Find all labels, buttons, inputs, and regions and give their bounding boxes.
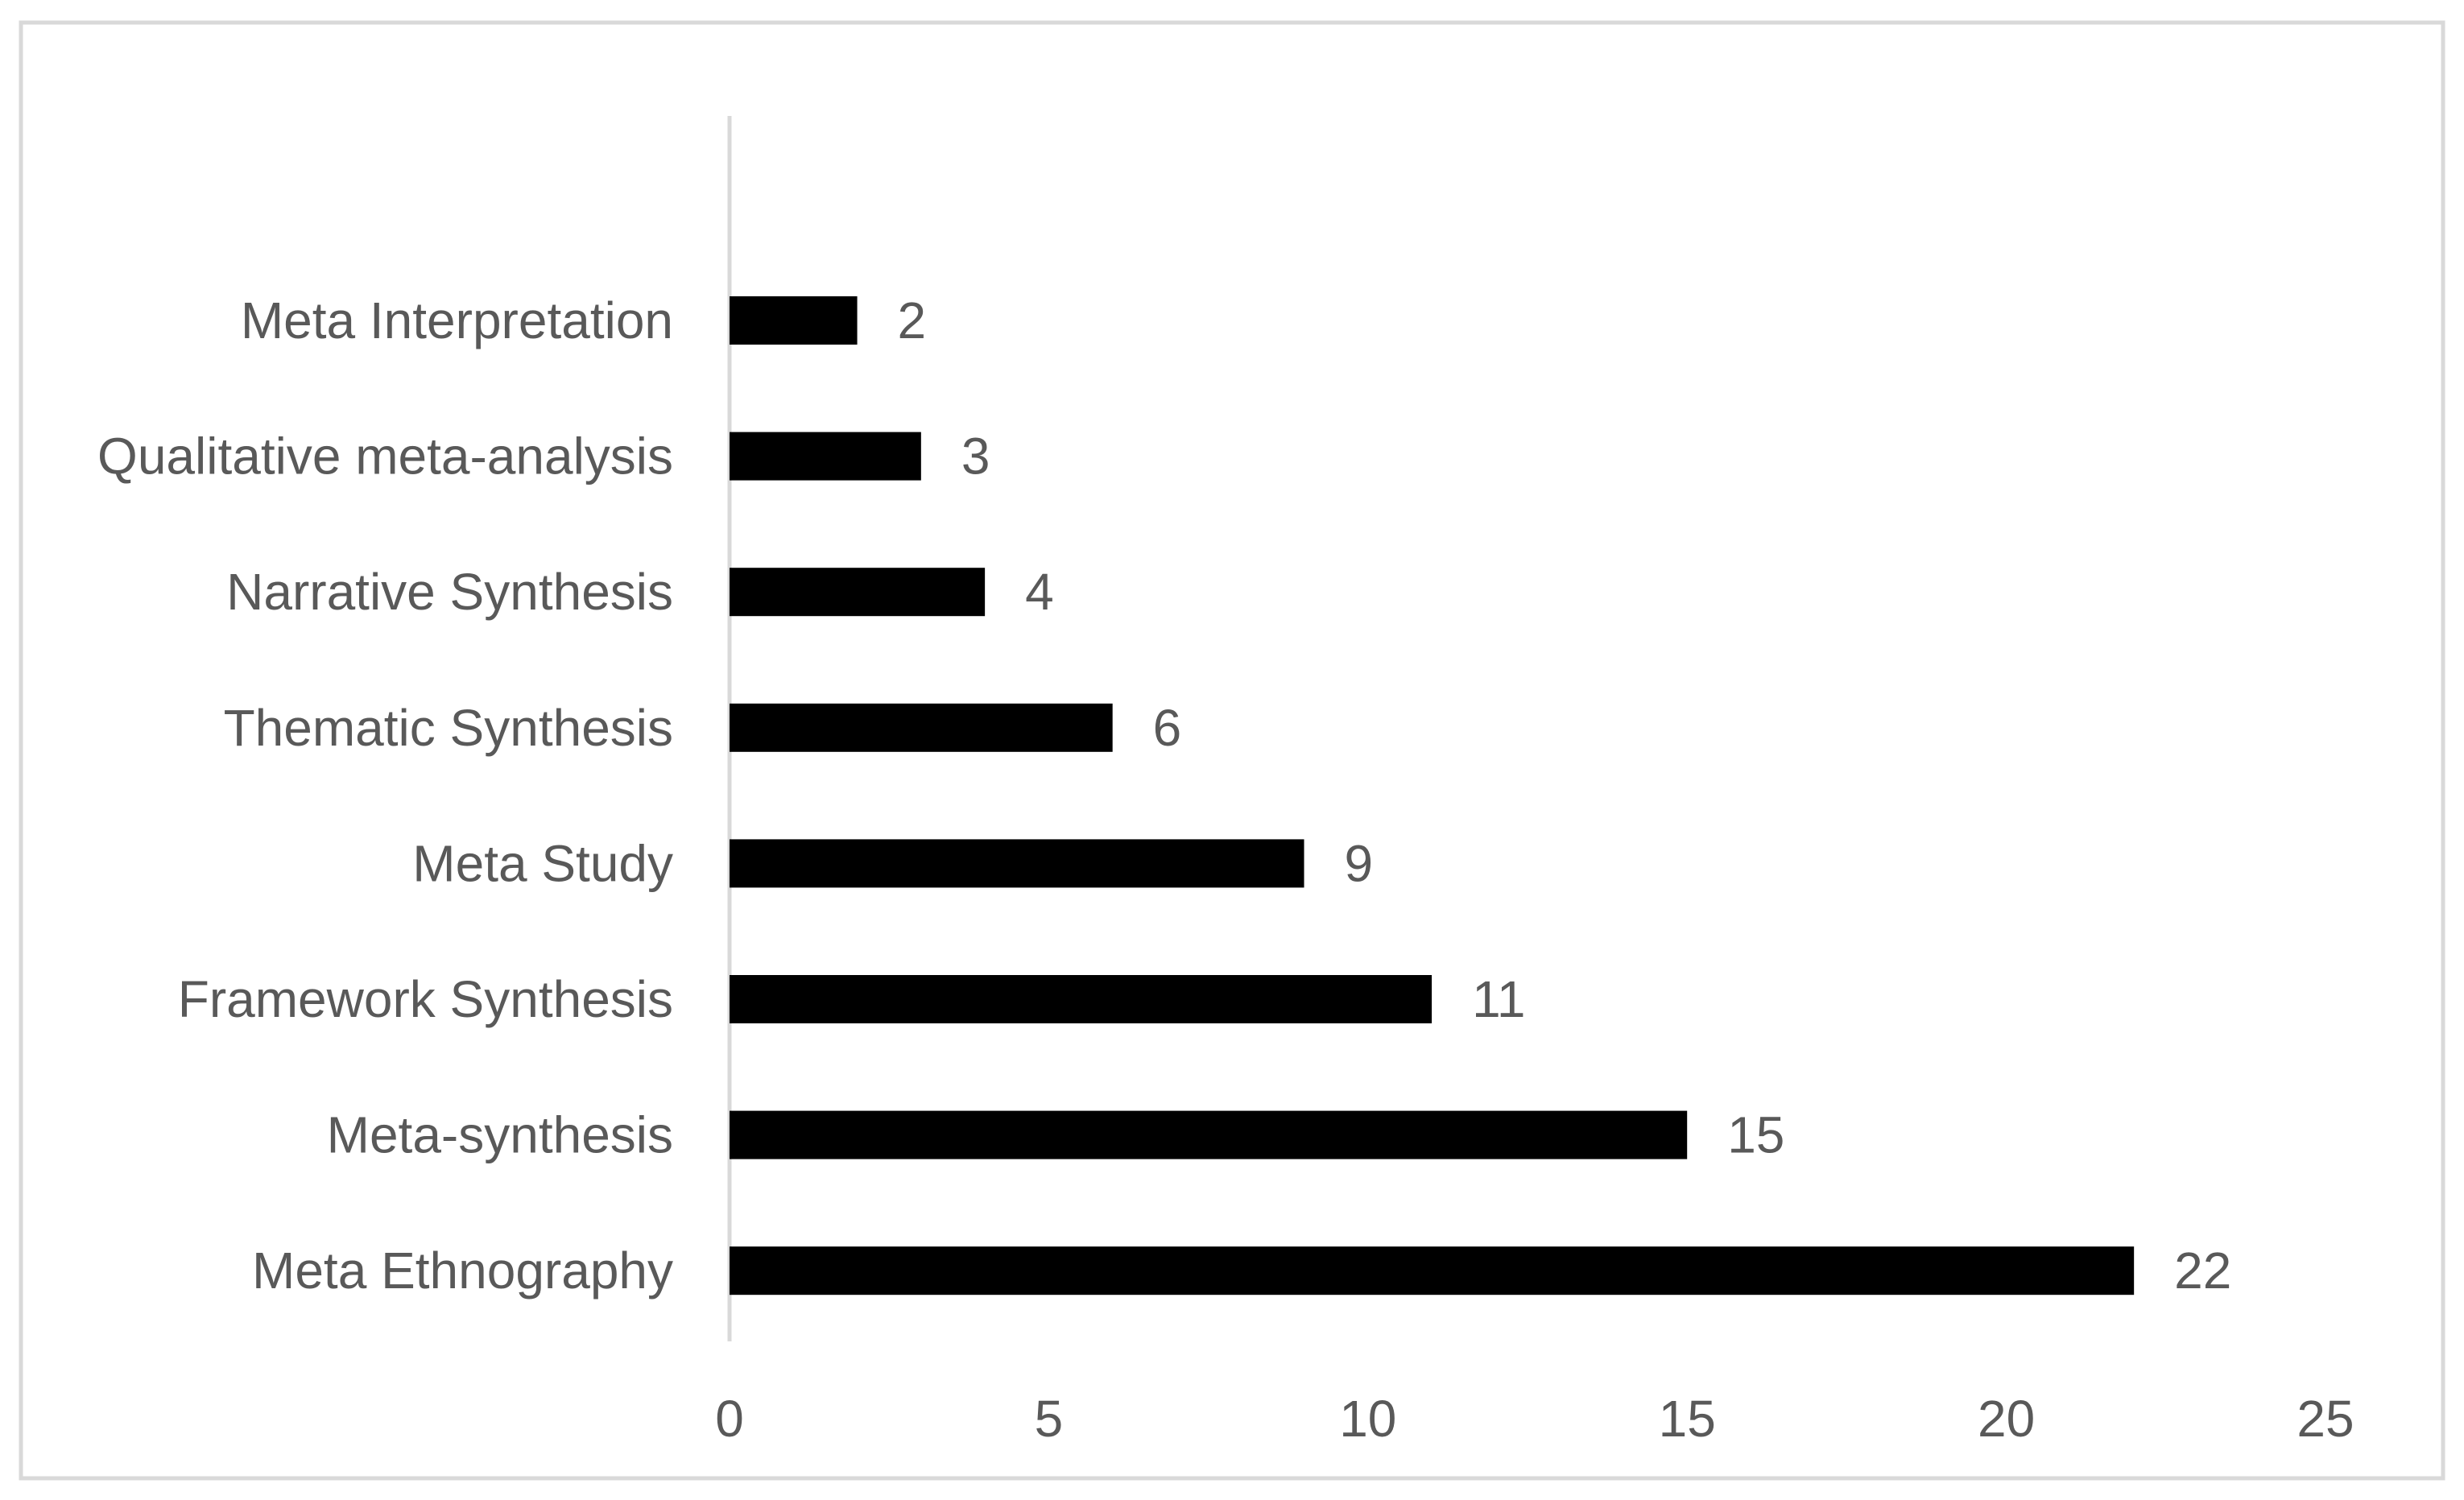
x-tick-label-25: 25 bbox=[2297, 1390, 2354, 1448]
bar-qualitative-meta-analysis bbox=[730, 432, 921, 481]
category-label-meta-study: Meta Study bbox=[412, 834, 673, 892]
category-label-meta-interpretation: Meta Interpretation bbox=[241, 291, 673, 349]
x-tick-label-5: 5 bbox=[1035, 1390, 1064, 1448]
category-label-narrative-synthesis: Narrative Synthesis bbox=[226, 563, 673, 621]
data-label-framework-synthesis: 11 bbox=[1472, 970, 1525, 1028]
data-label-meta-interpretation: 2 bbox=[898, 291, 927, 349]
data-labels: 2 3 4 6 9 11 15 22 bbox=[898, 291, 2232, 1300]
data-label-narrative-synthesis: 4 bbox=[1025, 563, 1054, 621]
x-axis-tick-labels: 0 5 10 15 20 25 bbox=[715, 1390, 2354, 1448]
category-labels: Meta Interpretation Qualitative meta-anal… bbox=[97, 291, 673, 1300]
bar-meta-ethnography bbox=[730, 1246, 2135, 1295]
category-label-framework-synthesis: Framework Synthesis bbox=[178, 970, 673, 1028]
chart-border bbox=[19, 20, 2445, 1481]
bar-meta-interpretation bbox=[730, 296, 858, 345]
bar-meta-synthesis bbox=[730, 1110, 1688, 1159]
bar-meta-study bbox=[730, 839, 1304, 888]
category-label-qualitative-meta-analysis: Qualitative meta-analysis bbox=[97, 428, 673, 486]
bar-framework-synthesis bbox=[730, 975, 1433, 1023]
x-tick-label-0: 0 bbox=[715, 1390, 744, 1448]
x-tick-label-15: 15 bbox=[1659, 1390, 1716, 1448]
category-label-meta-ethnography: Meta Ethnography bbox=[252, 1242, 673, 1300]
bar-narrative-synthesis bbox=[730, 568, 986, 617]
category-label-thematic-synthesis: Thematic Synthesis bbox=[224, 699, 673, 757]
bars-layer bbox=[730, 296, 2135, 1295]
data-label-thematic-synthesis: 6 bbox=[1153, 699, 1182, 757]
data-label-meta-synthesis: 15 bbox=[1727, 1106, 1784, 1164]
data-label-meta-study: 9 bbox=[1345, 834, 1374, 892]
data-label-meta-ethnography: 22 bbox=[2174, 1242, 2231, 1300]
x-tick-label-10: 10 bbox=[1339, 1390, 1396, 1448]
bar-thematic-synthesis bbox=[730, 703, 1113, 752]
data-label-qualitative-meta-analysis: 3 bbox=[961, 428, 990, 486]
x-tick-label-20: 20 bbox=[1978, 1390, 2035, 1448]
category-label-meta-synthesis: Meta-synthesis bbox=[327, 1106, 673, 1164]
